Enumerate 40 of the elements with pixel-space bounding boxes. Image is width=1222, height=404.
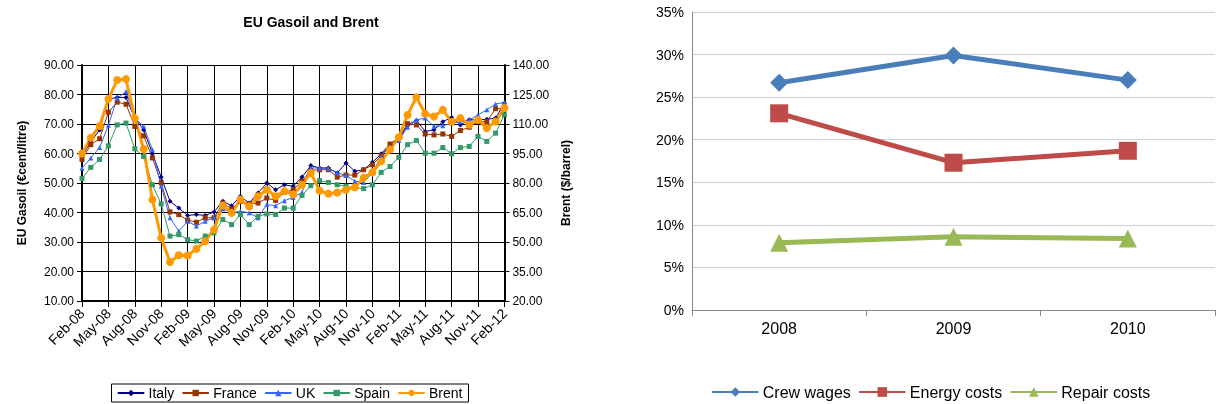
y-tick-label: 25% (655, 89, 684, 106)
y-tick-label: 50.00 (43, 176, 75, 190)
y-tick-label: 90.00 (43, 58, 75, 72)
y-tick-label: 70.00 (43, 117, 75, 131)
y-tick-label: 40.00 (43, 205, 75, 220)
y-tick-label: 10.00 (43, 294, 75, 308)
legend-label: Crew wages (762, 383, 851, 401)
x-tick-label: 2008 (761, 319, 798, 337)
y-tick-label: 5% (663, 259, 684, 276)
legend-label: Repair costs (1061, 383, 1151, 401)
y2-axis-title: Brent ($/barrel) (559, 139, 573, 227)
x-tick-label: 2009 (935, 319, 972, 337)
y-tick-label: 80.00 (43, 87, 75, 102)
x-tick-label: 2010 (1110, 319, 1146, 337)
y-tick-label: 15% (655, 174, 684, 191)
y2-tick-label: 35.00 (512, 264, 543, 279)
y-tick-label: 0% (663, 302, 684, 318)
y-tick-label: 60.00 (43, 146, 75, 161)
y2-tick-label: 140.00 (512, 58, 550, 72)
legend-label: Energy costs (909, 383, 1003, 401)
y-tick-label: 20% (655, 131, 684, 148)
chart-title: EU Gasoil and Brent (243, 14, 380, 30)
y2-tick-label: 95.00 (512, 146, 543, 161)
y-axis-title: EU Gasoil (€cent/litre) (15, 120, 29, 246)
y2-tick-label: 80.00 (512, 176, 543, 190)
y2-tick-label: 50.00 (512, 235, 543, 249)
y2-tick-label: 65.00 (512, 205, 543, 220)
y2-tick-label: 125.00 (512, 87, 550, 102)
y-tick-label: 30% (655, 46, 684, 63)
legend-label: Brent (429, 385, 463, 401)
y-tick-label: 10% (655, 216, 684, 233)
y2-tick-label: 20.00 (512, 294, 543, 308)
legend-label: Italy (148, 385, 175, 401)
y2-tick-label: 110.00 (512, 117, 549, 131)
y-tick-label: 35% (655, 4, 684, 20)
legend-label: France (213, 385, 257, 401)
legend-label: UK (295, 385, 316, 401)
y-tick-label: 20.00 (43, 264, 75, 279)
y-tick-label: 30.00 (43, 235, 75, 249)
legend-label: Spain (354, 385, 391, 401)
